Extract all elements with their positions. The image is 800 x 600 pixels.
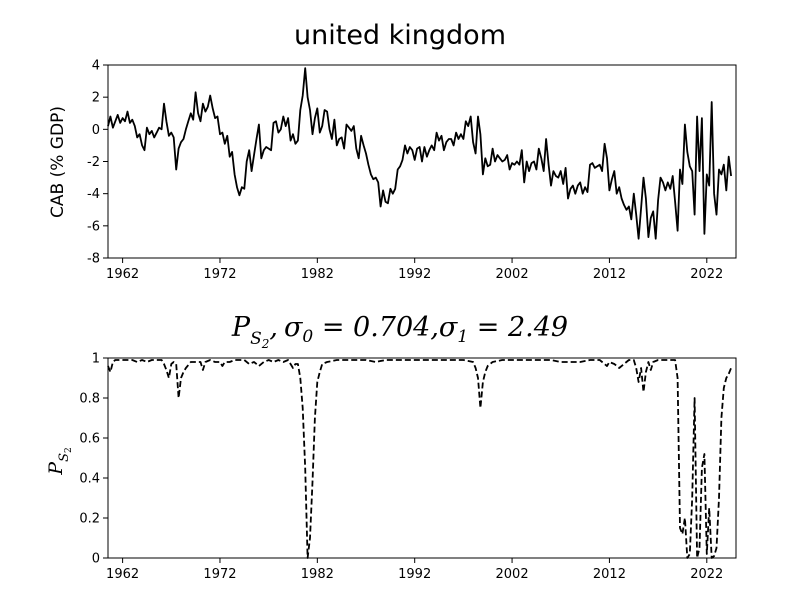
top-chart-series [107, 67, 732, 240]
bottom-y-tick-label: 0.2 [79, 512, 100, 527]
title-s: S [250, 329, 262, 349]
top-x-tick-label: 1992 [398, 267, 431, 282]
top-x-tick-label: 2022 [690, 267, 723, 282]
bottom-y-tick-label: 0.4 [79, 472, 100, 487]
top-x-ticks: 1962 1972 1982 1992 2002 2012 2022 [106, 258, 723, 282]
title-sigma-0: σ [284, 312, 304, 343]
title-comma-1: , [269, 312, 278, 343]
top-y-tick-label: -8 [87, 252, 100, 267]
title-sigma-1: σ [439, 312, 459, 343]
bottom-x-tick-label: 2012 [593, 567, 626, 582]
top-y-tick-label: -6 [87, 219, 100, 234]
bottom-y-tick-label: 0.8 [79, 392, 100, 407]
bottom-chart-series [107, 359, 732, 559]
bottom-x-tick-label: 1972 [203, 567, 236, 582]
top-plot-frame [107, 64, 737, 259]
bottom-plot-frame [107, 357, 737, 559]
bottom-x-tick-label: 1982 [301, 567, 334, 582]
title-sub2: 2 [261, 337, 270, 351]
bottom-x-tick-label: 1962 [106, 567, 139, 582]
bottom-y-ticks: 1 0.8 0.6 0.4 0.2 0 [79, 352, 108, 567]
bottom-series-line [107, 359, 732, 559]
bottom-y-tick-label: 0 [92, 552, 100, 567]
top-x-tick-label: 2002 [496, 267, 529, 282]
title-sub-0: 0 [302, 327, 313, 347]
title-sub-1: 1 [457, 327, 468, 347]
top-x-tick-label: 1972 [203, 267, 236, 282]
top-x-tick-label: 1982 [301, 267, 334, 282]
top-y-tick-label: -4 [87, 187, 100, 202]
bottom-y-tick-label: 1 [92, 352, 100, 367]
top-x-tick-label: 2012 [593, 267, 626, 282]
bottom-x-tick-label: 1992 [398, 567, 431, 582]
title-eq-0: = 0.704, [313, 312, 439, 343]
top-y-tick-label: 4 [92, 59, 100, 74]
top-series-line [107, 67, 732, 240]
top-chart-title: united kingdom [294, 20, 506, 51]
bottom-x-tick-label: 2022 [690, 567, 723, 582]
ylabel-s: S [57, 453, 72, 462]
top-y-tick-label: 0 [92, 123, 100, 138]
title-p: P [231, 312, 251, 343]
top-y-tick-label: -2 [87, 155, 100, 170]
ylabel-sub2: 2 [64, 447, 74, 453]
top-x-tick-label: 1962 [106, 267, 139, 282]
ylabel-p: P [45, 461, 67, 476]
bottom-y-tick-label: 0.6 [79, 432, 100, 447]
bottom-y-axis-label: PS2 [45, 447, 74, 475]
bottom-x-tick-label: 2002 [496, 567, 529, 582]
top-y-ticks: 4 2 0 -2 -4 -6 -8 [87, 59, 108, 267]
title-eq-1: = 2.49 [468, 312, 568, 343]
top-y-axis-label: CAB (% GDP) [48, 106, 68, 218]
bottom-x-ticks: 1962 1972 1982 1992 2002 2012 2022 [106, 558, 723, 582]
top-y-tick-label: 2 [92, 91, 100, 106]
bottom-chart-title: PS2, σ0 = 0.704,σ1 = 2.49 [231, 312, 568, 351]
